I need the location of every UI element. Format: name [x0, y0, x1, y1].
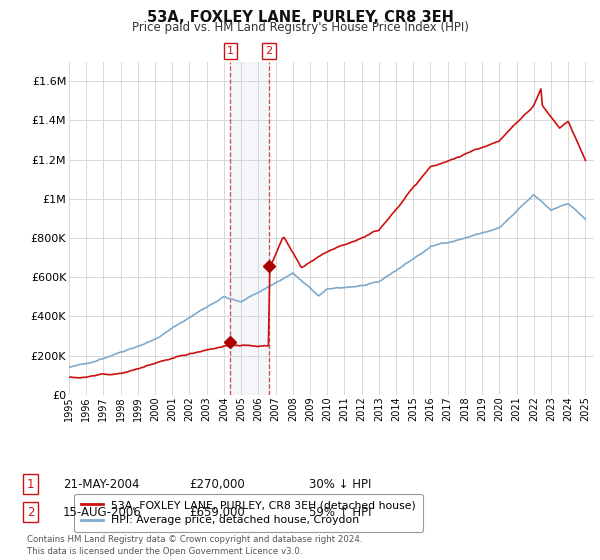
- Text: 53A, FOXLEY LANE, PURLEY, CR8 3EH: 53A, FOXLEY LANE, PURLEY, CR8 3EH: [146, 10, 454, 25]
- Text: 2: 2: [27, 506, 35, 519]
- Text: 1: 1: [27, 478, 35, 491]
- Bar: [230, 62, 269, 395]
- Text: 59% ↑ HPI: 59% ↑ HPI: [309, 506, 371, 519]
- Text: 30% ↓ HPI: 30% ↓ HPI: [309, 478, 371, 491]
- Legend: 53A, FOXLEY LANE, PURLEY, CR8 3EH (detached house), HPI: Average price, detached: 53A, FOXLEY LANE, PURLEY, CR8 3EH (detac…: [74, 493, 422, 532]
- Text: £270,000: £270,000: [189, 478, 245, 491]
- Text: 21-MAY-2004: 21-MAY-2004: [63, 478, 139, 491]
- Text: 15-AUG-2006: 15-AUG-2006: [63, 506, 142, 519]
- Text: 1: 1: [227, 46, 234, 56]
- Text: 2: 2: [265, 46, 272, 56]
- Text: Contains HM Land Registry data © Crown copyright and database right 2024.
This d: Contains HM Land Registry data © Crown c…: [27, 535, 362, 556]
- Text: Price paid vs. HM Land Registry's House Price Index (HPI): Price paid vs. HM Land Registry's House …: [131, 21, 469, 34]
- Text: £659,000: £659,000: [189, 506, 245, 519]
